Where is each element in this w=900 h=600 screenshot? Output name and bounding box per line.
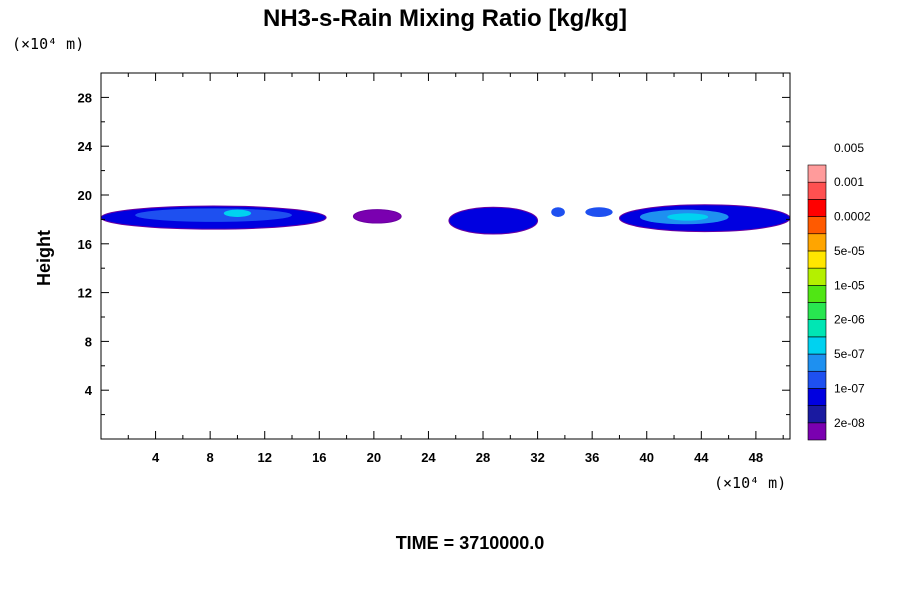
colorbar-label: 2e-08 bbox=[834, 416, 865, 430]
colorbar-swatch bbox=[807, 267, 827, 286]
x-tick-label: 32 bbox=[530, 450, 544, 465]
y-axis-unit: (×10⁴ m) bbox=[12, 35, 84, 53]
x-tick-label: 48 bbox=[749, 450, 763, 465]
colorbar-swatch bbox=[807, 285, 827, 303]
contour-region-3 bbox=[352, 209, 402, 224]
y-tick-label: 12 bbox=[78, 286, 92, 301]
colorbar-swatch bbox=[807, 233, 827, 252]
x-tick-label: 4 bbox=[152, 450, 160, 465]
contour-region-4 bbox=[448, 206, 539, 235]
colorbar-swatch bbox=[807, 164, 827, 183]
x-tick-label: 28 bbox=[476, 450, 490, 465]
x-tick-label: 36 bbox=[585, 450, 599, 465]
x-tick-label: 12 bbox=[257, 450, 271, 465]
x-tick-label: 24 bbox=[421, 450, 436, 465]
colorbar-swatch bbox=[807, 388, 827, 406]
y-tick-label: 8 bbox=[85, 334, 92, 349]
x-tick-label: 16 bbox=[312, 450, 326, 465]
colorbar-swatch bbox=[807, 181, 827, 200]
y-tick-label: 28 bbox=[78, 90, 92, 105]
colorbar-swatch bbox=[807, 370, 827, 389]
colorbar-swatch bbox=[807, 405, 827, 424]
colorbar-swatch bbox=[807, 302, 827, 320]
y-axis: 4 8 12 16 20 24 28 bbox=[78, 72, 790, 416]
colorbar-label: 0.001 bbox=[834, 175, 864, 189]
plot-frame bbox=[100, 72, 791, 440]
x-tick-label: 8 bbox=[207, 450, 214, 465]
colorbar-swatch bbox=[807, 336, 827, 355]
y-axis-label: Height bbox=[34, 230, 54, 286]
colorbar-swatch bbox=[807, 216, 827, 235]
y-tick-label: 20 bbox=[78, 188, 92, 203]
x-tick-label: 40 bbox=[640, 450, 654, 465]
colorbar-swatch bbox=[807, 250, 827, 269]
contour-region-6 bbox=[585, 207, 613, 217]
colorbar-label: 1e-07 bbox=[834, 381, 865, 395]
x-axis: 4 8 12 16 20 24 28 32 36 40 44 48 bbox=[127, 73, 784, 465]
colorbar-swatch bbox=[807, 422, 827, 441]
colorbar-label: 5e-05 bbox=[834, 244, 865, 258]
colorbar: 2e-08 1e-07 5e-07 2e-06 1e-05 5e-05 0.0002 0.00… bbox=[807, 141, 871, 441]
contour-region-9 bbox=[667, 213, 709, 221]
colorbar-swatch bbox=[807, 353, 827, 372]
x-axis-unit: (×10⁴ m) bbox=[714, 474, 786, 492]
contour-fill-layer bbox=[100, 204, 791, 235]
colorbar-swatch bbox=[807, 319, 827, 338]
y-tick-label: 24 bbox=[78, 139, 93, 154]
contour-region-1 bbox=[135, 208, 293, 222]
chart-title: NH3-s-Rain Mixing Ratio [kg/kg] bbox=[263, 5, 627, 32]
colorbar-label: 2e-06 bbox=[834, 313, 865, 327]
contour-region-5 bbox=[551, 207, 565, 217]
colorbar-label: 1e-05 bbox=[834, 278, 865, 292]
x-tick-label: 20 bbox=[367, 450, 381, 465]
colorbar-label: 0.0002 bbox=[834, 210, 871, 224]
x-tick-label: 44 bbox=[694, 450, 709, 465]
colorbar-label: 0.005 bbox=[834, 141, 864, 155]
contour-region-2 bbox=[223, 209, 252, 217]
y-tick-label: 16 bbox=[78, 237, 92, 252]
colorbar-label: 5e-07 bbox=[834, 347, 865, 361]
colorbar-swatch bbox=[807, 199, 827, 217]
y-tick-label: 4 bbox=[85, 383, 93, 398]
time-label: TIME = 3710000.0 bbox=[396, 533, 545, 553]
